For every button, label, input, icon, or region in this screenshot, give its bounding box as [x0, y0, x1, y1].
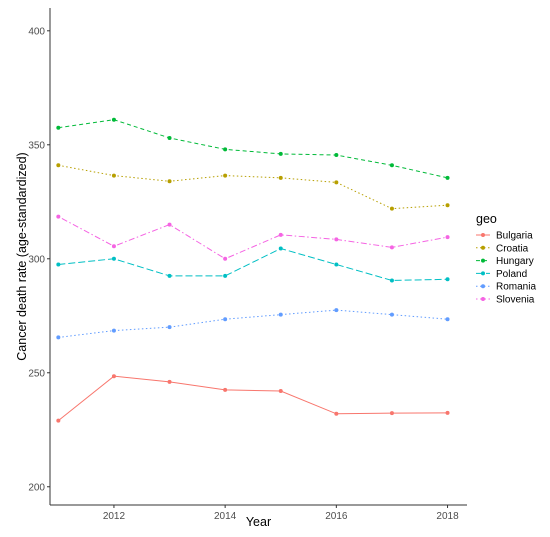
data-point-croatia: [111, 173, 116, 178]
legend-item-romania: Romania: [476, 282, 536, 293]
series-romania: [56, 308, 450, 340]
data-point-romania: [334, 308, 339, 313]
data-point-poland: [389, 278, 394, 283]
series-line-croatia: [58, 164, 448, 210]
data-point-poland: [223, 273, 228, 278]
legend-key-point: [481, 233, 485, 237]
data-point-hungary: [278, 151, 283, 156]
data-point-slovenia: [56, 214, 61, 219]
data-point-hungary: [223, 147, 228, 152]
data-point-bulgaria: [445, 410, 450, 415]
data-point-slovenia: [334, 237, 339, 242]
y-axis-title: Cancer death rate (age-standardized): [15, 152, 29, 360]
series-slovenia: [56, 214, 450, 261]
data-point-poland: [278, 246, 283, 251]
y-tick-label: 200: [28, 482, 45, 493]
data-point-poland: [111, 256, 116, 261]
series-line-romania: [58, 309, 448, 338]
data-point-croatia: [389, 206, 394, 211]
data-point-romania: [167, 325, 172, 330]
axes: 200 250 300 350 400 2012 2014 2016 2018: [28, 8, 467, 522]
legend-key-point: [481, 258, 485, 263]
legend-key-point: [481, 271, 485, 276]
x-tick-label: 2018: [436, 511, 459, 522]
data-point-hungary: [56, 125, 61, 130]
data-point-romania: [278, 312, 283, 317]
legend-key-point: [481, 284, 485, 289]
data-point-hungary: [445, 175, 450, 180]
legend-label: Bulgaria: [496, 231, 533, 242]
x-tick-label: 2012: [103, 511, 126, 522]
data-point-slovenia: [167, 222, 172, 227]
data-point-romania: [389, 312, 394, 317]
data-point-hungary: [111, 117, 116, 122]
data-point-slovenia: [389, 245, 394, 250]
data-point-croatia: [278, 175, 283, 180]
series-croatia: [56, 163, 450, 211]
data-point-bulgaria: [56, 418, 61, 423]
data-point-slovenia: [445, 235, 450, 240]
series-line-hungary: [58, 119, 448, 179]
data-point-bulgaria: [278, 389, 283, 394]
series-line-bulgaria: [58, 375, 448, 422]
data-point-romania: [56, 335, 61, 340]
data-point-slovenia: [111, 244, 116, 249]
y-tick-label: 350: [28, 140, 45, 151]
data-point-croatia: [445, 203, 450, 208]
legend-label: Poland: [496, 269, 527, 280]
data-point-romania: [223, 317, 228, 322]
data-point-bulgaria: [389, 411, 394, 416]
data-point-bulgaria: [167, 379, 172, 384]
x-tick-label: 2016: [325, 511, 348, 522]
series-line-slovenia: [58, 216, 448, 260]
legend-label: Croatia: [496, 243, 529, 254]
y-tick-label: 250: [28, 368, 45, 379]
data-point-croatia: [334, 180, 339, 185]
data-point-poland: [167, 273, 172, 278]
data-point-croatia: [167, 179, 172, 184]
data-point-slovenia: [223, 256, 228, 261]
data-point-romania: [445, 317, 450, 322]
data-point-poland: [445, 277, 450, 282]
data-point-poland: [334, 262, 339, 267]
series-hungary: [56, 117, 450, 180]
legend-title: geo: [476, 212, 497, 226]
legend-key-point: [481, 297, 485, 301]
legend-item-hungary: Hungary: [476, 256, 534, 267]
x-axis-title: Year: [246, 515, 271, 529]
y-tick-label: 300: [28, 254, 45, 265]
legend-label: Hungary: [496, 256, 534, 267]
data-point-bulgaria: [223, 387, 228, 392]
data-point-slovenia: [278, 232, 283, 237]
data-point-bulgaria: [111, 374, 116, 379]
legend-label: Slovenia: [496, 295, 535, 306]
data-point-croatia: [56, 163, 61, 168]
legend-item-slovenia: Slovenia: [476, 295, 535, 306]
data-point-hungary: [389, 163, 394, 168]
y-tick-label: 400: [28, 26, 45, 37]
x-tick-label: 2014: [214, 511, 237, 522]
legend-label: Romania: [496, 282, 536, 293]
legend-item-poland: Poland: [476, 269, 527, 280]
data-point-croatia: [223, 173, 228, 178]
series-layer: [56, 117, 450, 423]
data-point-hungary: [167, 135, 172, 140]
data-point-romania: [111, 328, 116, 333]
legend-key-point: [481, 245, 485, 250]
series-line-poland: [58, 247, 448, 281]
series-bulgaria: [56, 374, 450, 423]
data-point-bulgaria: [334, 411, 339, 416]
data-point-hungary: [334, 153, 339, 158]
legend-item-bulgaria: Bulgaria: [476, 231, 533, 242]
series-poland: [56, 246, 450, 283]
legend-item-croatia: Croatia: [476, 243, 529, 254]
data-point-poland: [56, 262, 61, 267]
